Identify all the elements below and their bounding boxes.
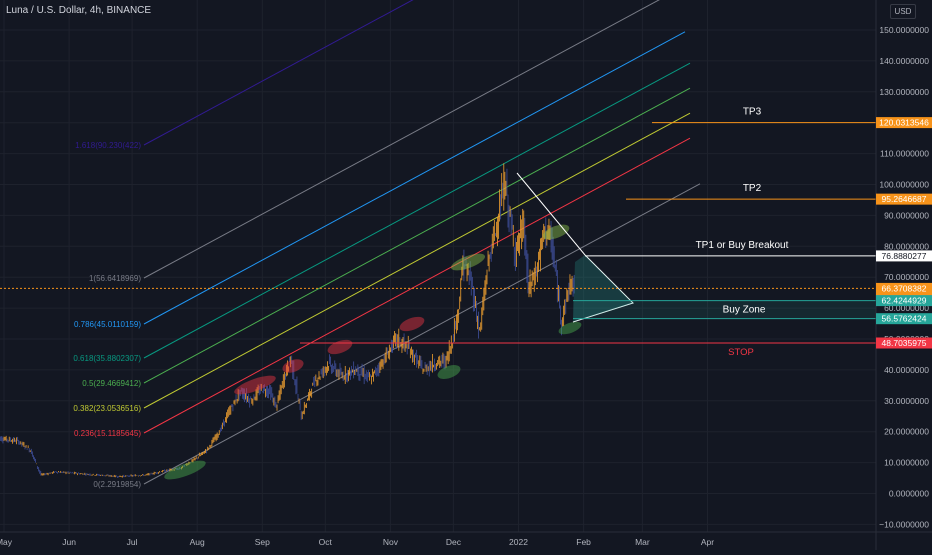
x-tick-label: Feb <box>576 537 591 547</box>
fib-channel-line <box>143 0 414 146</box>
x-tick-label: Mar <box>635 537 650 547</box>
buy-zone-band <box>573 300 876 319</box>
highlight-ellipse <box>282 359 304 373</box>
y-tick-label: 60.0000000 <box>884 303 929 313</box>
y-tick-label: 150.0000000 <box>879 25 929 35</box>
y-tick-label: 130.0000000 <box>879 87 929 97</box>
label-buy-zone: Buy Zone <box>723 305 766 316</box>
y-tick-label: 100.0000000 <box>879 180 929 190</box>
price-tag <box>876 313 932 325</box>
price-tag-value: 56.5762424 <box>882 314 927 324</box>
y-tick-label: 140.0000000 <box>879 56 929 66</box>
y-tick-label: 80.0000000 <box>884 241 929 251</box>
x-tick-label: Nov <box>383 537 399 547</box>
price-tag-value: 66.3708382 <box>882 283 927 293</box>
price-tag <box>876 337 932 349</box>
grid-layer <box>0 0 876 532</box>
y-tick-label: 110.0000000 <box>880 149 929 159</box>
highlight-ellipse <box>437 365 461 379</box>
y-tick-label: 90.0000000 <box>884 210 929 220</box>
highlight-ellipse <box>164 460 206 480</box>
highlight-ellipse <box>450 253 486 271</box>
fib-level-label: 0(2.2919854) <box>93 480 141 489</box>
currency-badge[interactable]: USD <box>890 4 916 19</box>
fib-channel-line <box>143 62 691 359</box>
fib-level-label: 0.5(29.4669412) <box>82 379 141 388</box>
highlight-ellipse <box>327 339 353 355</box>
symbol-title[interactable]: Luna / U.S. Dollar, 4h, BINANCE <box>6 5 152 16</box>
fib-level-label: 1.618(90.230(422) <box>75 141 141 150</box>
price-tag-value: 95.2646687 <box>882 194 927 204</box>
highlight-ellipse <box>542 224 570 240</box>
highlight-ellipse <box>558 321 582 335</box>
y-tick-label: 10.0000000 <box>884 458 929 468</box>
drawings-layer: 0(2.2919854) 0.236(15.1185645) 0.382(23.05… <box>73 0 701 489</box>
price-tag-value: 62.4244929 <box>882 296 927 306</box>
fib-channel-line <box>143 0 660 279</box>
x-tick-label: Apr <box>701 537 714 547</box>
price-tag <box>876 193 932 205</box>
fib-channel-line <box>143 31 686 325</box>
price-series <box>0 163 575 478</box>
y-tick-label: 30.0000000 <box>884 396 929 406</box>
highlight-ellipse <box>399 316 425 332</box>
fib-channel-line <box>143 137 691 434</box>
x-tick-label: Aug <box>190 537 205 547</box>
fib-channel-line <box>143 87 691 384</box>
price-tag <box>876 117 932 129</box>
y-tick-label: −10.0000000 <box>879 519 929 529</box>
x-tick-label: May <box>0 537 13 547</box>
fib-level-label: 1(56.6418969) <box>89 274 141 283</box>
x-tick-label: Jun <box>62 537 76 547</box>
highlight-ellipse <box>234 375 276 395</box>
label-stop: STOP <box>728 347 754 358</box>
fib-level-label: 0.786(45.0110159) <box>74 320 141 329</box>
price-tag-value: 120.0313546 <box>879 118 929 128</box>
label-tp1: TP1 or Buy Breakout <box>696 240 789 251</box>
price-tag-value: 76.8880277 <box>882 251 927 261</box>
y-tick-label: 20.0000000 <box>884 427 929 437</box>
label-tp3: TP3 <box>743 107 762 118</box>
price-tag <box>876 295 932 307</box>
fib-level-label: 0.382(23.0536516) <box>73 404 141 413</box>
fib-level-label: 0.236(15.1185645) <box>74 429 141 438</box>
y-tick-label: 40.0000000 <box>884 365 929 375</box>
fib-level-label: 0.618(35.8802307) <box>73 354 141 363</box>
fib-channel-line <box>143 112 691 409</box>
fib-channel-line <box>143 183 701 485</box>
price-tag-value: 48.7035975 <box>882 338 927 348</box>
label-tp2: TP2 <box>743 183 762 194</box>
wedge-outline <box>516 172 634 323</box>
price-tag <box>876 250 932 262</box>
y-tick-label: 0.0000000 <box>889 489 929 499</box>
y-tick-label: 70.0000000 <box>884 272 929 282</box>
x-tick-label: Sep <box>255 537 270 547</box>
x-tick-label: Oct <box>319 537 333 547</box>
overlay-layer: TP3 TP2 TP1 or Buy Breakout Buy Zone STOP <box>0 107 876 480</box>
x-tick-label: Dec <box>446 537 462 547</box>
wedge-fill <box>573 255 633 322</box>
x-tick-label: Jul <box>127 537 138 547</box>
x-tick-label: 2022 <box>509 537 528 547</box>
